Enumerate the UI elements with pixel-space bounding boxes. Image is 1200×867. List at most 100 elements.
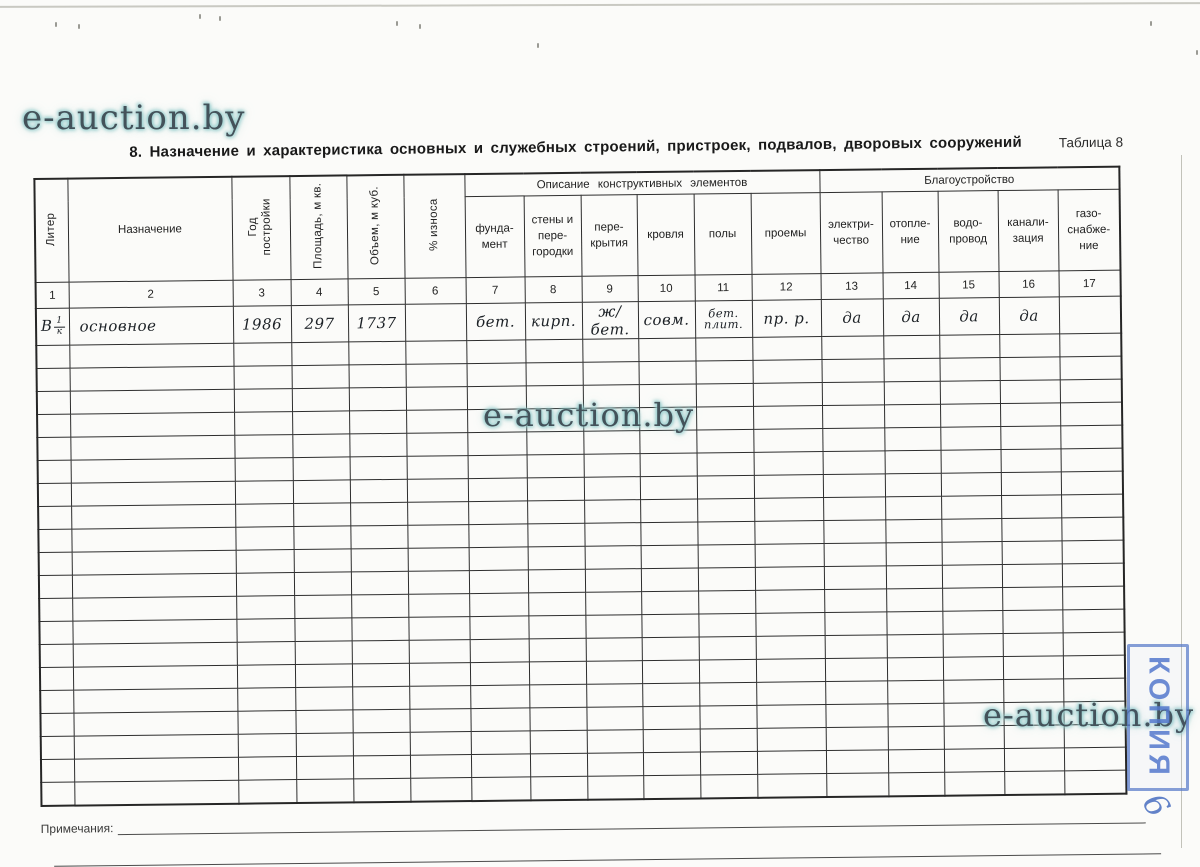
col-num: 5	[347, 278, 405, 305]
empty-cell	[1001, 540, 1062, 565]
header-water: водо- провод	[937, 190, 999, 273]
empty-cell	[1062, 655, 1126, 679]
empty-cell	[37, 437, 71, 461]
empty-cell	[1061, 494, 1124, 518]
empty-cell	[527, 569, 586, 593]
col-num: 7	[465, 276, 525, 304]
empty-cell	[293, 525, 351, 550]
empty-cell	[466, 362, 526, 387]
empty-cell	[1059, 356, 1122, 380]
empty-cell	[349, 456, 407, 480]
empty-cell	[237, 710, 296, 735]
empty-cell	[886, 657, 944, 681]
empty-cell	[349, 479, 408, 503]
empty-cell	[36, 368, 70, 392]
empty-cell	[884, 473, 942, 497]
empty-cell	[294, 640, 352, 665]
empty-cell	[823, 519, 886, 544]
empty-cell	[37, 460, 71, 484]
empty-cell	[584, 545, 641, 570]
empty-cell	[291, 387, 350, 412]
empty-cell	[752, 382, 823, 407]
empty-cell	[1001, 563, 1063, 588]
empty-cell	[825, 726, 888, 751]
empty-cell	[405, 386, 468, 411]
empty-cell	[468, 569, 529, 594]
empty-cell	[70, 481, 236, 507]
empty-cell	[585, 660, 643, 685]
empty-cell	[350, 525, 408, 549]
empty-cell	[471, 776, 531, 802]
scan-speck	[78, 24, 80, 29]
empty-cell	[1063, 747, 1127, 771]
empty-cell	[939, 403, 1001, 428]
empty-cell	[940, 472, 1002, 497]
scan-top-edge-line	[0, 2, 1200, 8]
empty-cell	[350, 571, 409, 595]
empty-cell	[406, 432, 468, 457]
empty-cell	[755, 589, 825, 614]
empty-cell	[1062, 609, 1125, 633]
empty-cell	[755, 635, 825, 660]
header-wear: % износа	[403, 174, 466, 279]
empty-cell	[756, 704, 826, 729]
empty-cell	[941, 495, 1002, 520]
empty-cell	[699, 682, 757, 706]
empty-cell	[292, 479, 351, 504]
empty-cell	[641, 590, 699, 615]
empty-cell	[407, 501, 469, 526]
empty-cell	[941, 518, 1002, 543]
empty-cell	[695, 383, 754, 407]
empty-cell	[233, 342, 292, 367]
empty-cell	[405, 340, 467, 365]
header-area: Площадь, м кв.	[289, 175, 348, 280]
empty-cell	[753, 474, 824, 499]
empty-cell	[883, 358, 940, 382]
header-openings: проемы	[750, 192, 821, 275]
empty-cell	[72, 596, 237, 622]
empty-cell	[294, 594, 352, 619]
empty-cell	[409, 731, 471, 756]
empty-cell	[754, 497, 824, 522]
empty-cell	[406, 478, 469, 503]
empty-cell	[528, 592, 586, 616]
empty-cell	[236, 595, 295, 620]
empty-cell	[585, 637, 642, 662]
empty-cell	[39, 598, 73, 622]
cell-gas	[1058, 296, 1122, 334]
empty-cell	[470, 730, 530, 755]
empty-cell	[884, 404, 941, 428]
empty-cell	[235, 549, 294, 574]
empty-cell	[38, 529, 72, 553]
empty-cell	[943, 748, 1005, 773]
empty-cell	[752, 336, 822, 361]
empty-cell	[291, 364, 349, 389]
empty-cell	[526, 454, 584, 478]
empty-cell	[469, 638, 529, 663]
empty-cell	[583, 476, 641, 501]
empty-cell	[71, 550, 236, 576]
empty-cell	[467, 477, 528, 502]
empty-cell	[885, 542, 942, 566]
empty-cell	[468, 546, 528, 571]
empty-cell	[826, 772, 889, 798]
empty-cell	[235, 572, 295, 597]
notes-label: Примечания:	[40, 821, 114, 836]
empty-cell	[823, 542, 886, 567]
empty-cell	[825, 703, 888, 728]
cell-roof: совм.	[637, 301, 696, 339]
empty-cell	[236, 664, 296, 689]
table-body: Литер Назначение Год постройки Площадь, …	[34, 166, 1127, 806]
empty-cell	[696, 429, 754, 453]
scan-speck	[55, 22, 57, 27]
empty-cell	[295, 709, 353, 734]
empty-cell	[351, 640, 409, 664]
empty-cell	[71, 573, 237, 599]
empty-cell	[405, 363, 467, 388]
empty-cell	[410, 777, 472, 802]
empty-cell	[887, 749, 945, 773]
empty-cell	[348, 364, 406, 388]
empty-cell	[699, 728, 757, 752]
empty-cell	[824, 611, 887, 636]
